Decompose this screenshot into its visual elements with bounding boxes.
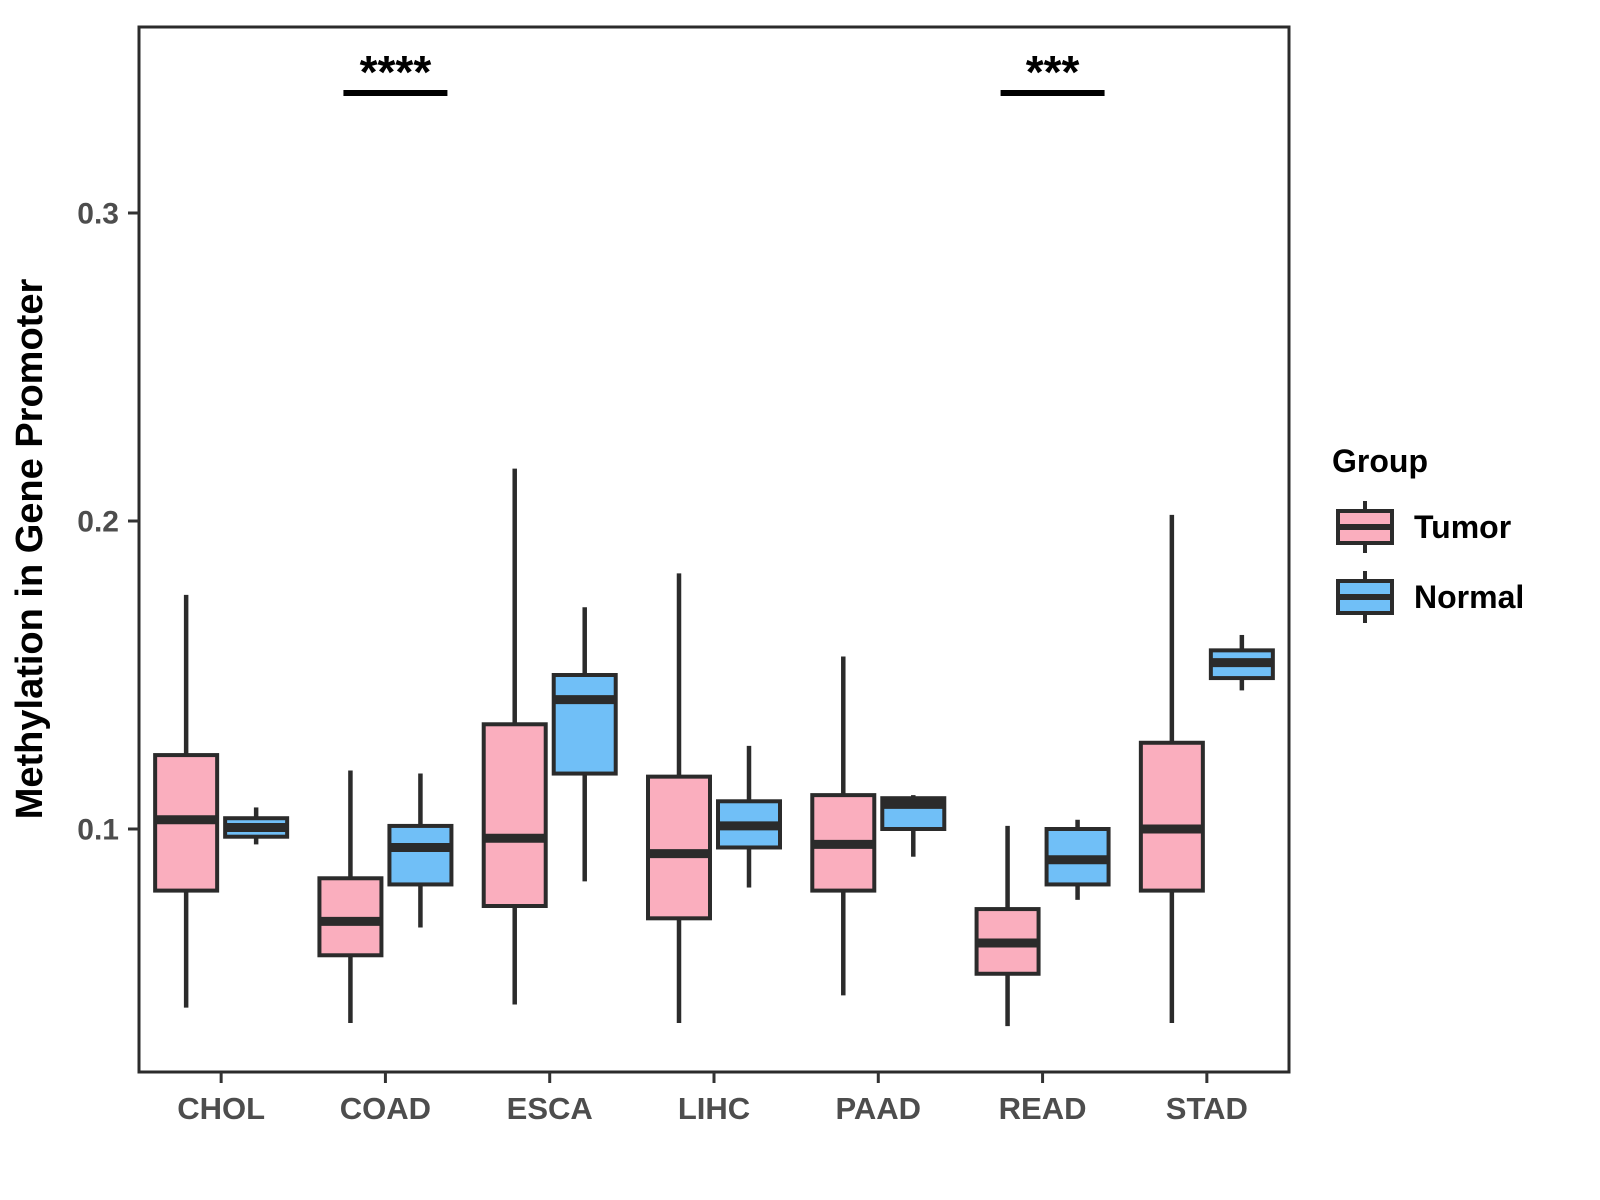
x-tick-label-CHOL: CHOL — [177, 1091, 265, 1126]
significance-label-READ: *** — [1026, 46, 1080, 98]
x-tick-label-STAD: STAD — [1166, 1091, 1248, 1126]
plot-panel — [137, 25, 1291, 1074]
box-LIHC-tumor — [646, 774, 712, 921]
legend-label-normal: Normal — [1414, 579, 1524, 615]
box-ESCA-normal — [551, 673, 618, 776]
x-tick-label-READ: READ — [999, 1091, 1087, 1126]
box-COAD-tumor — [317, 876, 384, 958]
x-tick-label-LIHC: LIHC — [678, 1091, 750, 1126]
significance-label-COAD: **** — [360, 46, 432, 98]
legend-label-tumor: Tumor — [1414, 509, 1511, 545]
y-tick-label-0.2: 0.2 — [77, 506, 119, 539]
x-tick-label-COAD: COAD — [340, 1091, 431, 1126]
y-tick-label-0.1: 0.1 — [77, 814, 119, 847]
box-COAD-normal — [387, 823, 454, 887]
legend-title: Group — [1332, 443, 1428, 479]
y-tick-label-0.3: 0.3 — [77, 198, 119, 231]
x-tick-label-PAAD: PAAD — [836, 1091, 922, 1126]
legend-entry-tumor: Tumor — [1336, 501, 1511, 553]
box-ESCA-tumor — [481, 722, 548, 909]
legend-entry-normal: Normal — [1336, 571, 1524, 623]
x-tick-label-ESCA: ESCA — [507, 1091, 593, 1126]
box-STAD-tumor — [1138, 740, 1205, 893]
y-axis-title: Methylation in Gene Promoter — [9, 279, 51, 820]
